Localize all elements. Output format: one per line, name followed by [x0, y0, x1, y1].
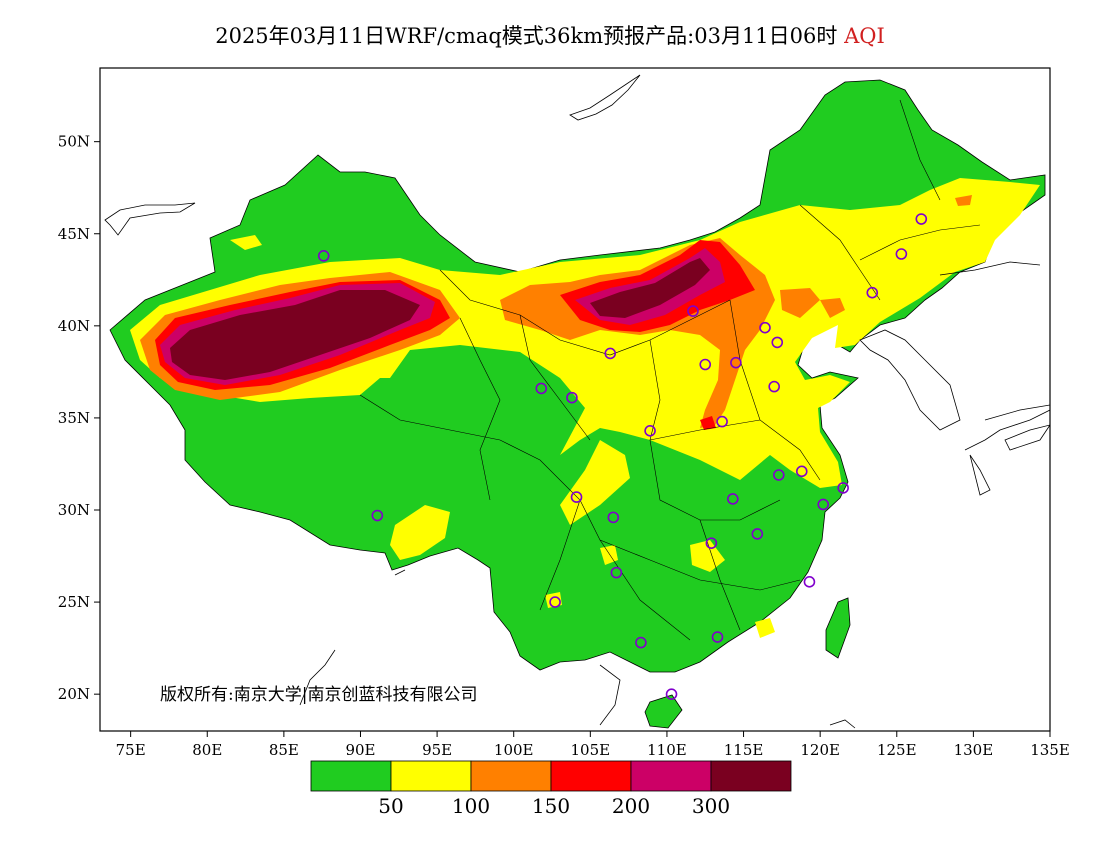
station-marker	[607, 511, 620, 524]
title-variable: AQI	[844, 24, 885, 48]
lon-tick-label: 105E	[571, 741, 611, 759]
station-marker	[644, 425, 656, 437]
legend-label: 300	[691, 794, 731, 818]
lon-tick-label: 110E	[647, 741, 687, 759]
province-boundaries	[359, 99, 981, 641]
station-marker	[803, 576, 816, 588]
station-marker	[771, 336, 784, 349]
lon-tick-label: 130E	[954, 741, 994, 759]
taiwan	[825, 597, 851, 659]
station-marker	[866, 286, 879, 299]
title-text: 2025年03月11日WRF/cmaq模式36km预报产品:03月11日06时	[215, 24, 838, 48]
lon-tick-label: 75E	[116, 741, 146, 759]
station-marker	[817, 498, 830, 511]
lat-tick-label: 25N	[58, 593, 90, 611]
lat-tick-label: 40N	[58, 317, 90, 335]
station-marker	[604, 347, 617, 360]
station-marker	[610, 566, 623, 579]
station-marker	[687, 305, 699, 317]
station-marker	[716, 415, 728, 428]
station-marker	[768, 380, 780, 393]
lat-tick-label: 45N	[58, 225, 90, 243]
station-marker	[751, 528, 764, 540]
station-marker	[705, 537, 718, 549]
hazardous-zones	[170, 258, 710, 380]
lat-tick-label: 30N	[58, 501, 90, 519]
map-title: 2025年03月11日WRF/cmaq模式36km预报产品:03月11日06时 …	[0, 20, 1100, 50]
lat-tick-label: 35N	[58, 409, 90, 427]
lon-tick-label: 90E	[345, 741, 375, 759]
copyright-text: 版权所有:南京大学|南京创蓝科技有限公司	[160, 685, 478, 705]
lon-tick-label: 95E	[422, 741, 452, 759]
station-marker	[730, 356, 742, 369]
station-marker	[549, 596, 561, 608]
station-marker	[566, 391, 578, 404]
legend-label: 200	[611, 794, 651, 818]
hainan	[644, 694, 683, 729]
axes: 50N 45N 40N 35N 30N 25N 20N 75E 80E 85E 90E 95E 100E…	[58, 133, 1070, 759]
station-marker	[915, 213, 928, 225]
station-marker	[665, 688, 678, 700]
map-frame	[99, 67, 1051, 732]
lat-tick-label: 20N	[58, 685, 90, 703]
station-markers	[317, 213, 928, 700]
lon-tick-label: 125E	[877, 741, 917, 759]
lon-tick-label: 100E	[494, 741, 534, 759]
tibet-border	[394, 569, 406, 576]
lon-tick-label: 115E	[724, 741, 764, 759]
station-marker	[635, 636, 647, 649]
station-marker	[837, 482, 849, 494]
legend-label: 150	[531, 794, 571, 818]
lon-tick-label: 80E	[192, 741, 222, 759]
station-marker	[795, 465, 808, 478]
legend-label: 50	[378, 794, 404, 818]
station-marker	[317, 250, 330, 262]
lon-tick-label: 85E	[269, 741, 299, 759]
station-marker	[711, 631, 724, 643]
station-marker	[699, 358, 712, 371]
station-marker	[895, 248, 908, 260]
station-marker	[759, 321, 771, 334]
lat-tick-label: 50N	[58, 133, 90, 151]
lon-tick-label: 135E	[1030, 741, 1070, 759]
map-area	[104, 74, 1050, 729]
station-marker	[772, 469, 785, 481]
neighbour-outlines	[104, 74, 1050, 729]
legend-label: 100	[451, 794, 491, 818]
station-marker	[727, 493, 739, 505]
station-marker	[570, 491, 583, 503]
lon-tick-label: 120E	[800, 741, 840, 759]
station-marker	[371, 509, 384, 522]
station-marker	[535, 382, 548, 395]
